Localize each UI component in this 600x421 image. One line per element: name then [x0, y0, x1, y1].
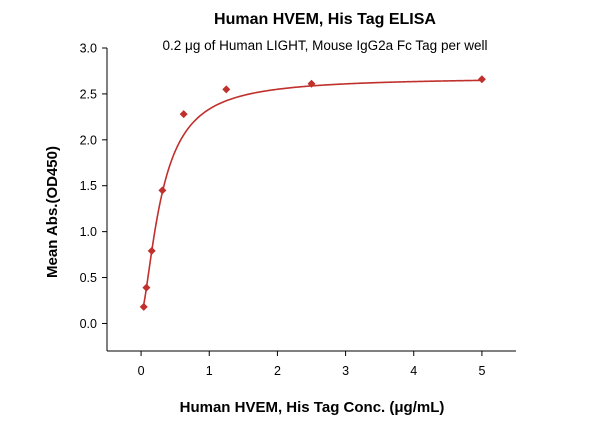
data-point-diamond	[139, 302, 148, 311]
fit-curve-layer	[142, 79, 482, 305]
y-tick-label: 2.0	[80, 133, 97, 147]
chart-subtitle: 0.2 μg of Human LIGHT, Mouse IgG2a Fc Ta…	[163, 38, 488, 53]
x-tick-label: 3	[342, 364, 349, 378]
y-tick-label: 0.0	[80, 317, 97, 331]
x-tick-label: 4	[410, 364, 417, 378]
y-axis-ticks: 0.0 0.5 1.0 1.5 2.0 2.5 3.0	[80, 42, 107, 331]
data-point-diamond	[222, 85, 231, 94]
x-axis-label: Human HVEM, His Tag Conc. (μg/mL)	[180, 399, 445, 416]
data-point-diamond	[477, 75, 486, 84]
y-axis-label: Mean Abs.(OD450)	[44, 146, 61, 278]
x-tick-label: 5	[478, 364, 485, 378]
x-axis-ticks: 0 1 2 3 4 5	[138, 351, 485, 378]
y-tick-label: 1.5	[80, 179, 97, 193]
data-point-diamond	[147, 246, 156, 255]
y-tick-label: 1.0	[80, 225, 97, 239]
data-point-diamond	[179, 110, 188, 119]
data-point-diamond	[307, 79, 316, 88]
y-tick-label: 2.5	[80, 87, 97, 101]
data-point-diamond	[158, 186, 167, 195]
fit-curve	[142, 79, 482, 305]
data-points-layer	[139, 75, 486, 311]
axes	[106, 48, 516, 352]
y-tick-label: 0.5	[80, 271, 97, 285]
x-tick-label: 1	[206, 364, 213, 378]
chart-title: Human HVEM, His Tag ELISA	[214, 11, 436, 28]
x-tick-label: 2	[274, 364, 281, 378]
data-point-diamond	[142, 283, 151, 292]
x-tick-label: 0	[138, 364, 145, 378]
y-tick-label: 3.0	[80, 42, 97, 56]
